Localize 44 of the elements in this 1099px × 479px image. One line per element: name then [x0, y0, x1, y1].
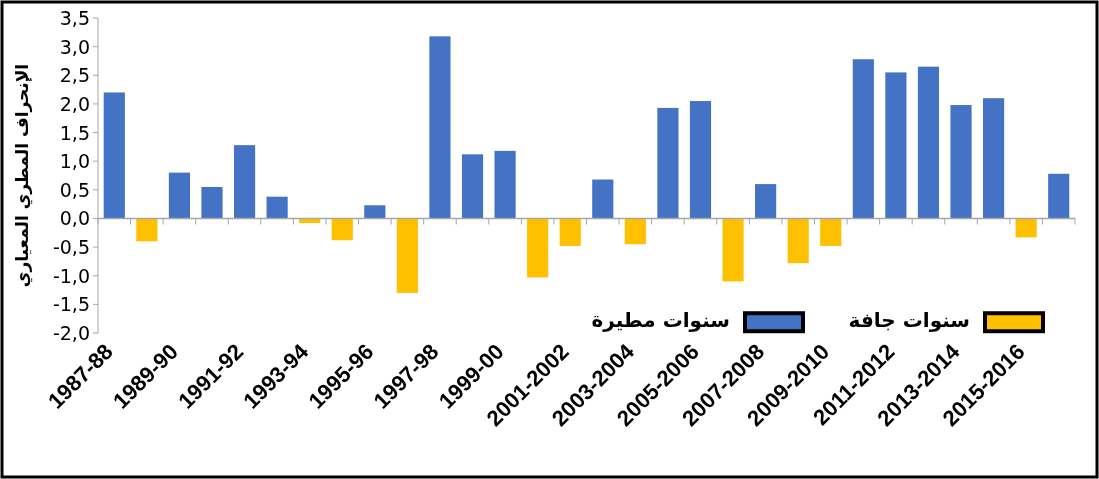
bar — [657, 107, 679, 219]
legend-label: سنوات جافة — [848, 308, 970, 333]
bar — [494, 150, 516, 219]
bar — [820, 218, 842, 246]
bar — [755, 184, 777, 219]
bar — [364, 205, 386, 219]
legend-label: سنوات مطيرة — [591, 308, 730, 333]
bar — [950, 105, 972, 219]
bar — [592, 179, 614, 219]
bar — [624, 218, 646, 245]
y-tick-label: 0,0 — [59, 207, 90, 230]
bar — [396, 218, 418, 293]
y-tick-label: -0,5 — [52, 236, 90, 259]
bar — [1048, 173, 1070, 219]
y-tick-label: 2,5 — [59, 64, 90, 87]
bar — [233, 145, 256, 219]
bar — [787, 218, 809, 264]
bar — [722, 218, 744, 282]
y-tick-label: 0,5 — [59, 178, 90, 201]
bar — [168, 172, 190, 219]
y-tick-label: -1,5 — [52, 293, 90, 316]
bar — [689, 101, 712, 219]
bar — [1015, 218, 1037, 238]
bar — [331, 218, 353, 241]
bar — [103, 92, 125, 219]
bar — [429, 36, 451, 219]
bar — [266, 196, 288, 219]
y-tick-label: -1,0 — [52, 264, 90, 287]
bar — [461, 154, 484, 219]
bar — [917, 66, 940, 219]
y-tick-label: 3,5 — [59, 7, 90, 29]
y-tick-label: -2,0 — [52, 322, 90, 344]
y-tick-label: 1,5 — [59, 121, 90, 144]
bar — [527, 218, 549, 278]
y-tick-label: 3,0 — [59, 35, 90, 58]
bar — [885, 72, 907, 219]
bar — [983, 98, 1005, 219]
y-tick-label: 2,0 — [59, 92, 90, 115]
y-tick-label: 1,0 — [59, 150, 90, 173]
bar — [559, 218, 581, 246]
bar — [201, 186, 223, 219]
bar — [852, 59, 874, 219]
bar — [136, 218, 158, 242]
y-axis-title: الإنحراف المطري المعياري — [12, 63, 33, 288]
